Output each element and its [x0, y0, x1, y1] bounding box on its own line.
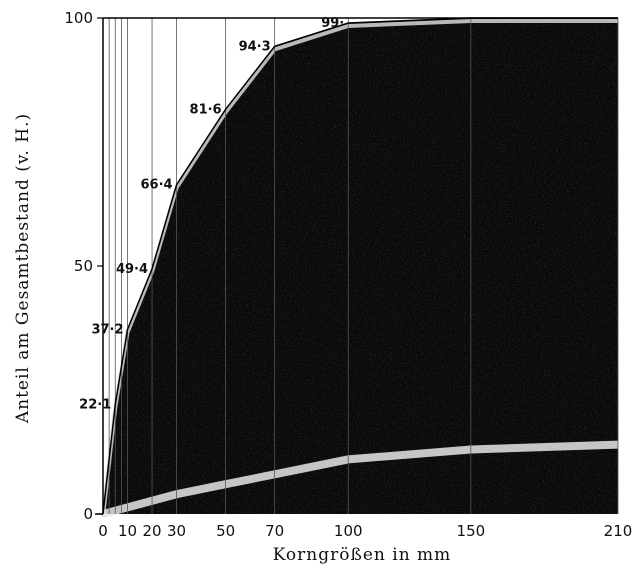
x-axis-label: Korngrößen in mm [273, 545, 452, 565]
data-label: 66·4 [140, 178, 172, 193]
y-tick-label: 0 [83, 505, 93, 523]
x-tick-label: 30 [167, 522, 186, 540]
data-label: 49·4 [116, 262, 148, 277]
x-tick-label: 50 [216, 522, 235, 540]
y-tick-label: 50 [74, 257, 93, 275]
x-tick-label: 10 [118, 522, 137, 540]
x-tick-label: 20 [143, 522, 162, 540]
x-tick-label: 0 [98, 522, 108, 540]
x-tick-label: 70 [265, 522, 284, 540]
data-label: 99· [321, 16, 344, 31]
cumulative-curve [102, 17, 618, 515]
data-label: 81·6 [190, 102, 222, 117]
data-label: 22·1 [79, 397, 111, 412]
x-tick-label: 150 [457, 522, 486, 540]
data-label: 37·2 [91, 322, 123, 337]
plot-area [101, 18, 619, 518]
overlay: 0 50 100 0 10 20 30 50 70 100 150 210 22·1 37·2 49·4 66… [64, 9, 632, 540]
area-texture [103, 18, 618, 514]
y-tick-label: 100 [64, 9, 93, 27]
data-label: 94·3 [239, 39, 271, 54]
x-tick-label: 210 [604, 522, 633, 540]
y-axis-label: Anteil am Gesamtbestand (v. H.) [13, 113, 33, 424]
x-tick-label: 100 [334, 522, 363, 540]
